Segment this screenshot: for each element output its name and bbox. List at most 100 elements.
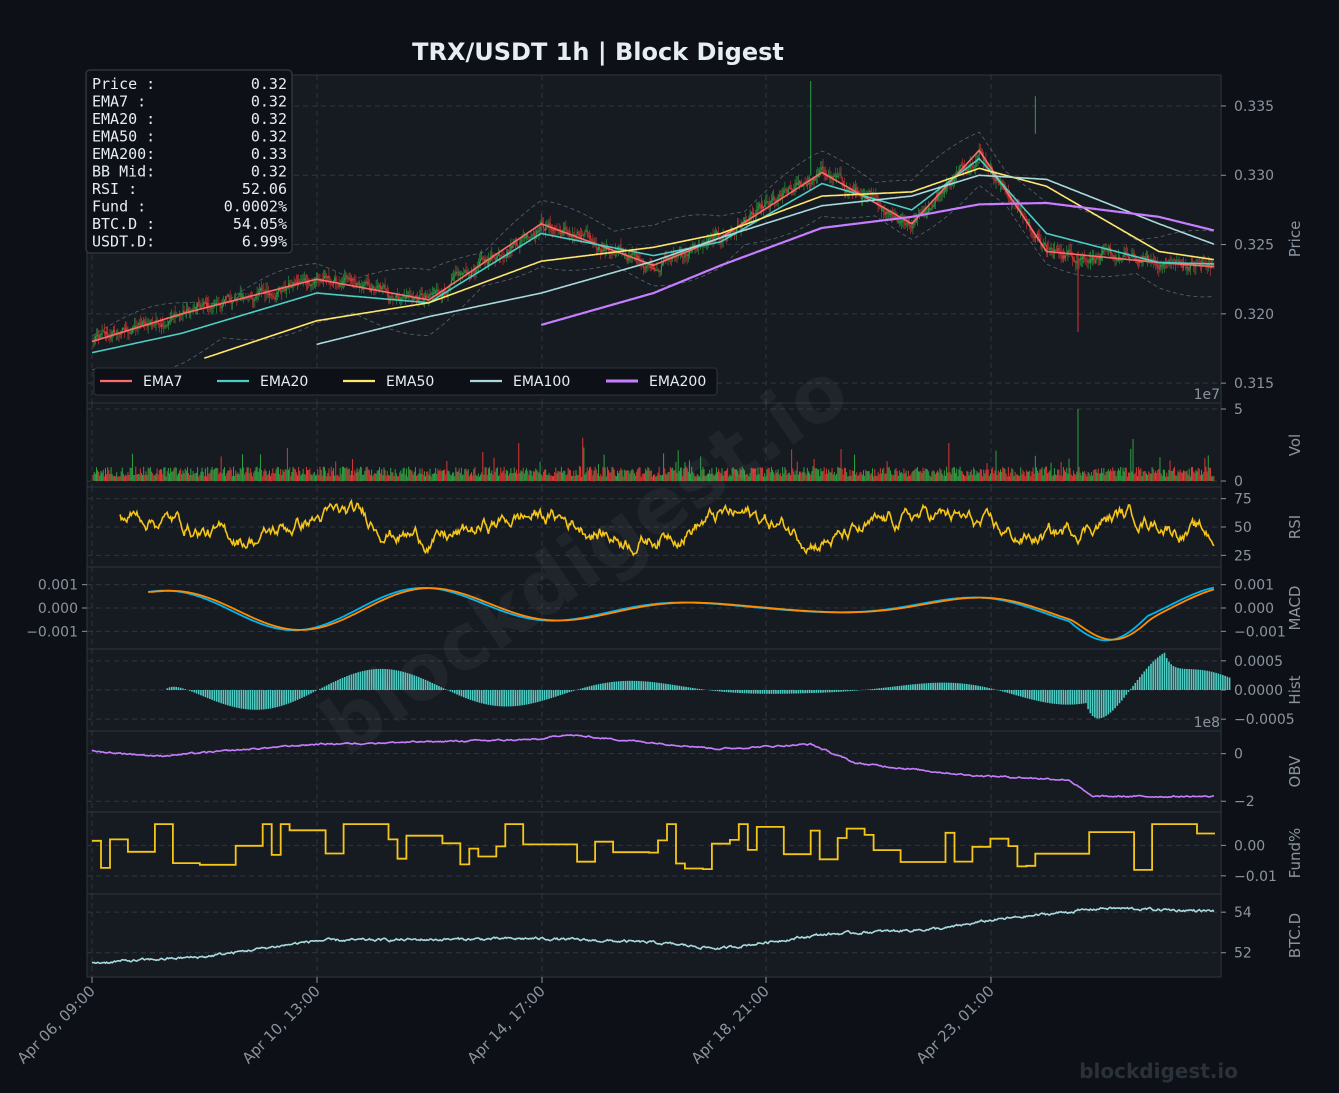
candle-body <box>630 254 632 257</box>
hist-bar <box>278 690 281 707</box>
hist-bar <box>788 690 791 694</box>
volume-bar <box>167 467 169 481</box>
hist-bar <box>388 669 391 690</box>
volume-bar <box>153 475 155 481</box>
volume-bar <box>359 466 361 481</box>
volume-bar <box>740 469 742 481</box>
volume-bar <box>530 470 532 481</box>
candle-body <box>632 253 634 255</box>
candle-body <box>1043 243 1045 244</box>
volume-bar <box>437 469 439 481</box>
candle-body <box>460 273 462 275</box>
hist-bar <box>678 685 681 690</box>
volume-bar <box>237 472 239 481</box>
hist-bar <box>559 690 562 696</box>
volume-bar <box>1183 470 1185 481</box>
volume-bar <box>1047 473 1049 481</box>
volume-bar <box>1103 468 1105 481</box>
volume-bar <box>601 476 603 481</box>
candle-body <box>1115 259 1117 261</box>
volume-bar <box>353 475 355 481</box>
volume-bar <box>374 472 376 481</box>
volume-bar <box>240 469 242 481</box>
candle-body <box>769 200 771 205</box>
volume-bar <box>592 475 594 481</box>
volume-bar <box>777 469 779 481</box>
hist-bar <box>1082 690 1085 704</box>
volume-bar <box>1168 469 1170 481</box>
candle-body <box>820 168 822 171</box>
hist-bar <box>671 684 674 690</box>
volume-bar <box>347 469 349 481</box>
hist-bar <box>1129 688 1132 690</box>
hist-bar <box>887 687 890 690</box>
volume-bar <box>1140 468 1142 481</box>
hist-bar <box>903 685 905 690</box>
volume-bar <box>660 475 662 481</box>
hist-bar <box>215 690 218 702</box>
volume-bar <box>666 474 668 481</box>
volume-bar <box>856 472 858 481</box>
volume-bar <box>1126 476 1128 481</box>
candle-body <box>386 292 388 296</box>
candle-body <box>896 220 898 222</box>
volume-bar <box>511 473 513 481</box>
volume-bar <box>290 476 292 481</box>
candle-body <box>383 285 385 286</box>
volume-bar <box>847 476 849 481</box>
volume-bar <box>1101 468 1103 481</box>
hist-bar <box>871 689 874 690</box>
candle-body <box>385 288 387 293</box>
volume-bar <box>888 466 890 481</box>
hist-bar <box>263 690 265 710</box>
volume-bar <box>733 469 735 481</box>
candle-body <box>469 274 471 277</box>
candle-body <box>1088 260 1090 263</box>
volume-bar <box>268 470 270 481</box>
volume-bar <box>741 466 743 481</box>
hist-bar <box>489 690 492 706</box>
volume-bar <box>386 471 388 481</box>
volume-bar <box>599 476 601 481</box>
hist-bar <box>593 685 595 690</box>
volume-bar <box>587 470 589 481</box>
volume-bar <box>545 469 547 481</box>
volume-bar <box>703 469 705 481</box>
volume-bar <box>176 475 178 481</box>
volume-bar <box>760 468 762 481</box>
hist-bar <box>790 690 793 694</box>
volume-bar <box>1061 475 1063 481</box>
candle-body <box>226 296 228 298</box>
candle-body <box>940 193 942 195</box>
candle-body <box>1068 250 1070 252</box>
volume-bar <box>320 469 322 481</box>
candle-body <box>1069 250 1071 252</box>
volume-bar <box>768 467 770 481</box>
candle-body <box>454 274 456 277</box>
volume-bar <box>635 475 637 481</box>
hist-bar <box>923 683 925 690</box>
candle-body <box>784 189 786 191</box>
hist-bar <box>784 690 786 694</box>
volume-bar <box>414 467 416 481</box>
candle-body <box>1065 255 1067 258</box>
hist-bar <box>173 686 175 690</box>
candle-body <box>935 199 937 201</box>
volume-bar <box>410 469 412 481</box>
candle-body <box>797 182 799 186</box>
volume-bar <box>1049 470 1051 481</box>
volume-bar <box>1132 438 1134 481</box>
candle-body <box>505 256 507 258</box>
candle-body <box>773 197 775 199</box>
volume-bar <box>957 476 959 481</box>
volume-bar <box>385 475 387 481</box>
volume-bar <box>466 471 468 481</box>
legend-frame <box>93 367 718 396</box>
hist-bar <box>438 686 440 690</box>
hist-bar <box>736 690 739 693</box>
hist-bar <box>1037 690 1040 702</box>
candle-body <box>487 260 489 265</box>
candle-body <box>913 220 915 226</box>
hist-bar <box>763 690 766 694</box>
volume-bar <box>95 467 97 481</box>
